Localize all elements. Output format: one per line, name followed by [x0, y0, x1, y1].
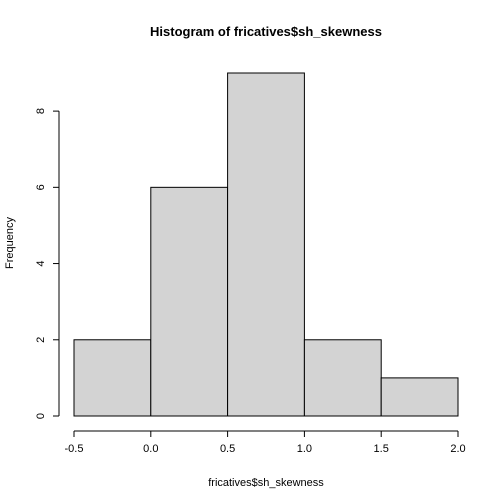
y-axis: 0 2 4 6 8	[35, 108, 60, 419]
histogram-bar-3	[303, 339, 382, 417]
histogram-bar-1	[150, 186, 229, 417]
histogram-bar-0	[73, 339, 152, 417]
bars-group	[73, 72, 459, 417]
x-axis-label: fricatives$sh_skewness	[208, 477, 324, 489]
histogram-bar-4	[380, 377, 459, 417]
chart-title: Histogram of fricatives$sh_skewness	[150, 24, 382, 39]
histogram-bar-2	[227, 72, 305, 417]
x-tick-label-3: 1.0	[297, 443, 312, 455]
y-tick-label-0: 0	[35, 413, 47, 419]
x-tick-label-4: 1.5	[374, 443, 389, 455]
y-axis-label: Frequency	[4, 217, 16, 269]
x-tick-label-1: 0.0	[143, 443, 158, 455]
y-tick-label-2: 4	[35, 260, 47, 266]
y-tick-label-4: 8	[35, 108, 47, 114]
y-tick-label-1: 2	[35, 337, 47, 343]
x-tick-label-5: 2.0	[450, 443, 465, 455]
x-tick-label-0: -0.5	[65, 443, 84, 455]
x-tick-label-2: 0.5	[220, 443, 235, 455]
y-tick-label-3: 6	[35, 184, 47, 190]
x-axis: -0.5 0.0 0.5 1.0 1.5 2.0	[65, 430, 466, 455]
